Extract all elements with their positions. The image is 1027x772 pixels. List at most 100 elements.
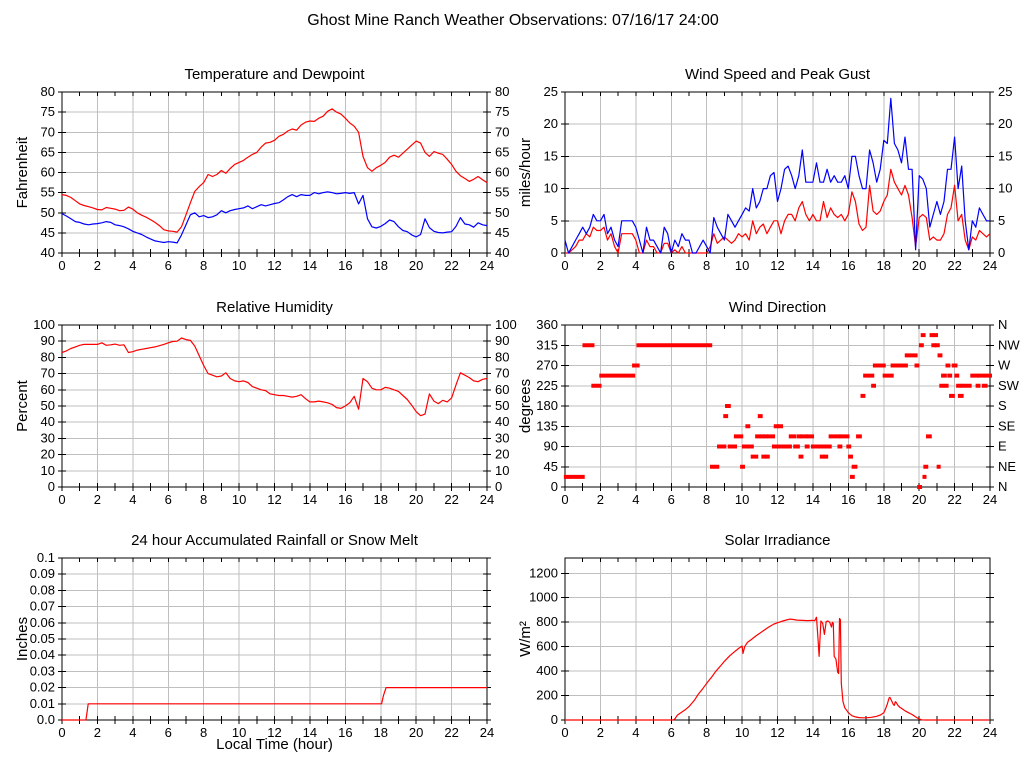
svg-text:30: 30	[41, 430, 55, 445]
svg-text:75: 75	[495, 104, 509, 119]
svg-text:40: 40	[41, 245, 55, 260]
svg-text:10: 10	[998, 181, 1012, 196]
svg-text:10: 10	[544, 181, 558, 196]
svg-text:225: 225	[536, 378, 558, 393]
rainfall-frame	[61, 557, 488, 721]
chart-title-wind-direction: Wind Direction	[729, 299, 827, 316]
svg-text:0: 0	[551, 245, 558, 260]
svg-text:12: 12	[770, 258, 784, 273]
chart-wind-direction: Wind Direction degrees 0 2 4 6 8 10 12 14 16 18 20…	[517, 299, 1020, 507]
svg-text:0: 0	[495, 479, 502, 494]
svg-text:8: 8	[200, 258, 207, 273]
svg-text:1000: 1000	[529, 590, 558, 605]
page-title: Ghost Mine Ranch Weather Observations: 0…	[307, 12, 719, 29]
svg-text:0: 0	[58, 492, 65, 507]
svg-text:10: 10	[735, 725, 749, 740]
svg-text:315: 315	[536, 337, 558, 352]
svg-text:20: 20	[912, 258, 926, 273]
svg-text:135: 135	[536, 418, 558, 433]
svg-text:16: 16	[338, 258, 352, 273]
svg-text:0: 0	[48, 479, 55, 494]
wind-speed-gust-series-peak-gust	[564, 97, 990, 254]
svg-text:0.08: 0.08	[30, 582, 55, 597]
svg-text:6: 6	[668, 725, 675, 740]
svg-text:N: N	[998, 317, 1007, 332]
svg-text:45: 45	[544, 459, 558, 474]
svg-text:16: 16	[338, 725, 352, 740]
svg-text:10: 10	[735, 258, 749, 273]
chart-title-wind-speed-gust: Wind Speed and Peak Gust	[685, 66, 871, 83]
svg-text:NW: NW	[998, 337, 1020, 352]
svg-text:N: N	[998, 479, 1007, 494]
svg-text:70: 70	[495, 124, 509, 139]
svg-text:6: 6	[668, 258, 675, 273]
svg-text:20: 20	[41, 447, 55, 462]
y-axis-label-fahrenheit: Fahrenheit	[14, 136, 31, 209]
svg-text:50: 50	[495, 398, 509, 413]
svg-text:18: 18	[374, 258, 388, 273]
svg-text:90: 90	[544, 439, 558, 454]
y-axis-label-inches: Inches	[14, 617, 31, 661]
svg-text:14: 14	[303, 492, 317, 507]
svg-text:W: W	[998, 358, 1011, 373]
svg-text:60: 60	[41, 165, 55, 180]
svg-text:2: 2	[597, 725, 604, 740]
svg-text:55: 55	[495, 185, 509, 200]
rainfall-grid	[62, 558, 487, 720]
svg-text:8: 8	[703, 492, 710, 507]
svg-text:E: E	[998, 439, 1007, 454]
svg-text:2: 2	[94, 492, 101, 507]
temperature-dewpoint-grid	[62, 92, 487, 253]
svg-text:16: 16	[841, 258, 855, 273]
svg-text:14: 14	[806, 258, 820, 273]
svg-text:14: 14	[806, 492, 820, 507]
svg-text:1200: 1200	[529, 565, 558, 580]
svg-text:20: 20	[495, 447, 509, 462]
svg-text:14: 14	[303, 725, 317, 740]
svg-text:22: 22	[444, 492, 458, 507]
svg-text:70: 70	[41, 366, 55, 381]
svg-text:0.05: 0.05	[30, 631, 55, 646]
svg-text:2: 2	[597, 258, 604, 273]
svg-text:0: 0	[561, 258, 568, 273]
svg-text:20: 20	[409, 725, 423, 740]
svg-text:4: 4	[632, 492, 639, 507]
relative-humidity-grid	[62, 325, 487, 487]
svg-text:100: 100	[33, 317, 55, 332]
svg-text:0: 0	[561, 725, 568, 740]
chart-title-temperature-dewpoint: Temperature and Dewpoint	[184, 66, 365, 83]
solar-irradiance-tick-labels: 0 2 4 6 8 10 12 14 16 18 20 22 240200400600800100012…	[529, 565, 997, 740]
solar-irradiance-frame	[564, 557, 991, 721]
y-axis-label-wm2: W/m²	[517, 621, 534, 657]
svg-text:15: 15	[544, 148, 558, 163]
svg-text:NE: NE	[998, 459, 1016, 474]
svg-text:0: 0	[58, 258, 65, 273]
svg-text:10: 10	[41, 463, 55, 478]
svg-text:24: 24	[983, 492, 997, 507]
svg-text:200: 200	[536, 688, 558, 703]
svg-text:25: 25	[544, 84, 558, 99]
svg-text:90: 90	[495, 333, 509, 348]
chart-solar-irradiance: Solar Irradiance W/m² 0 2 4 6 8 10 12 14 16 18 20 2…	[517, 532, 997, 740]
svg-text:40: 40	[495, 245, 509, 260]
rainfall-tick-labels: 0 2 4 6 8 10 12 14 16 18 20 22 240.00.010.020.030.04…	[30, 550, 495, 740]
svg-text:20: 20	[912, 725, 926, 740]
svg-text:60: 60	[41, 382, 55, 397]
svg-text:10: 10	[232, 492, 246, 507]
svg-text:0.02: 0.02	[30, 680, 55, 695]
svg-text:24: 24	[983, 258, 997, 273]
svg-text:0: 0	[58, 725, 65, 740]
svg-text:20: 20	[409, 492, 423, 507]
svg-text:12: 12	[770, 492, 784, 507]
svg-text:8: 8	[703, 725, 710, 740]
svg-text:22: 22	[947, 258, 961, 273]
svg-text:55: 55	[41, 185, 55, 200]
svg-text:18: 18	[374, 725, 388, 740]
svg-text:70: 70	[41, 124, 55, 139]
solar-irradiance-series-solar-irradiance	[565, 616, 990, 721]
svg-text:90: 90	[41, 333, 55, 348]
